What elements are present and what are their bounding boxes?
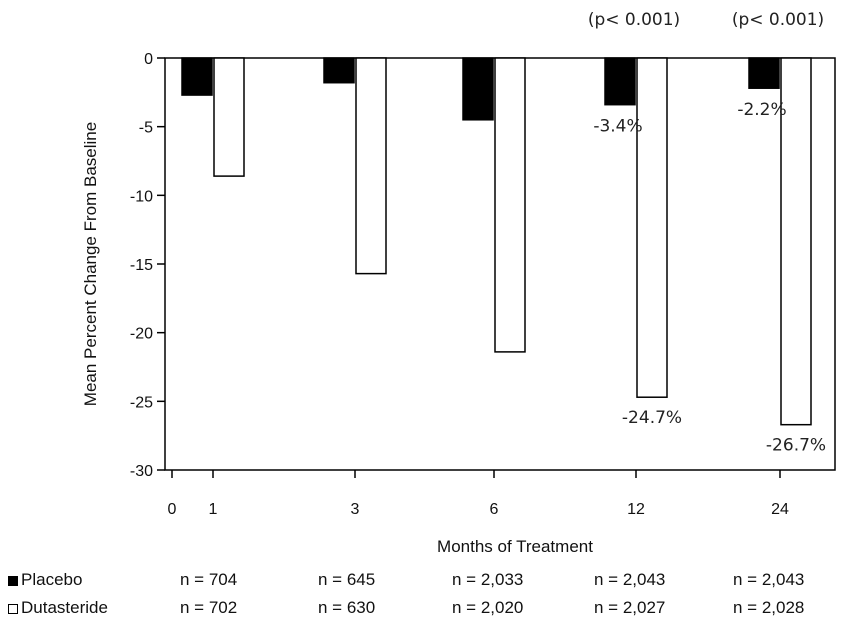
x-axis-title: Months of Treatment bbox=[437, 537, 593, 556]
y-tick-label: -15 bbox=[130, 257, 153, 274]
placebo-n-month-12: n = 2,043 bbox=[594, 570, 666, 589]
x-tick-label: 3 bbox=[351, 501, 360, 518]
x-tick-label: 12 bbox=[627, 501, 645, 518]
legend-dutasteride-label: Dutasteride bbox=[21, 598, 108, 617]
bar-dutasteride-1 bbox=[213, 57, 245, 177]
placebo-swatch-icon bbox=[8, 575, 18, 586]
dutasteride-swatch-icon bbox=[8, 603, 18, 614]
dutasteride-n-month-3: n = 630 bbox=[318, 598, 376, 617]
legend-placebo-label: Placebo bbox=[21, 570, 83, 589]
data-label-dutasteride-12: -24.7% bbox=[622, 408, 682, 428]
dutasteride-n-month-1: n = 702 bbox=[180, 598, 238, 617]
legend-placebo: Placebo bbox=[8, 570, 82, 590]
dutasteride-n-month-24: n = 2,028 bbox=[733, 598, 805, 617]
bar-placebo-6 bbox=[462, 57, 494, 121]
bar-placebo-12 bbox=[604, 57, 636, 106]
y-tick-label: 0 bbox=[144, 51, 153, 68]
bar-chart: 0 -5 -10 -15 -20 -25 -30 0 1 3 6 12 24 -3.4% -2.2% -24.… bbox=[81, 10, 836, 556]
y-tick-label: -10 bbox=[130, 188, 153, 205]
legend-row-dutasteride: Dutasteride n = 702 n = 630 n = 2,020 n … bbox=[0, 598, 843, 624]
significance-label-24: (p< 0.001) bbox=[732, 10, 824, 30]
dutasteride-n-month-6: n = 2,020 bbox=[452, 598, 524, 617]
bar-dutasteride-12 bbox=[636, 57, 668, 398]
dutasteride-n-month-12: n = 2,027 bbox=[594, 598, 666, 617]
x-tick-label: 6 bbox=[490, 501, 499, 518]
y-tick-label: -30 bbox=[130, 463, 153, 480]
y-axis-title: Mean Percent Change From Baseline bbox=[81, 122, 100, 406]
x-tick-label: 0 bbox=[168, 501, 177, 518]
bar-placebo-3 bbox=[323, 57, 355, 84]
data-label-dutasteride-24: -26.7% bbox=[766, 436, 826, 456]
bar-dutasteride-6 bbox=[494, 57, 526, 353]
y-tick-label: -25 bbox=[130, 394, 153, 411]
placebo-n-month-6: n = 2,033 bbox=[452, 570, 524, 589]
x-tick-label: 24 bbox=[771, 501, 789, 518]
bar-placebo-24 bbox=[748, 57, 780, 89]
placebo-n-month-3: n = 645 bbox=[318, 570, 376, 589]
placebo-n-month-24: n = 2,043 bbox=[733, 570, 805, 589]
legend-row-placebo: Placebo n = 704 n = 645 n = 2,033 n = 2,… bbox=[0, 570, 843, 596]
placebo-n-month-1: n = 704 bbox=[180, 570, 238, 589]
y-tick-label: -5 bbox=[139, 120, 153, 137]
x-tick-label: 1 bbox=[209, 501, 218, 518]
legend-dutasteride: Dutasteride bbox=[8, 598, 108, 618]
bar-dutasteride-3 bbox=[355, 57, 387, 275]
y-tick-label: -20 bbox=[130, 326, 153, 343]
data-label-placebo-24: -2.2% bbox=[737, 100, 786, 120]
data-label-placebo-12: -3.4% bbox=[593, 117, 642, 137]
bar-dutasteride-24 bbox=[780, 57, 812, 426]
bar-placebo-1 bbox=[181, 57, 213, 96]
significance-label-12: (p< 0.001) bbox=[588, 10, 680, 30]
